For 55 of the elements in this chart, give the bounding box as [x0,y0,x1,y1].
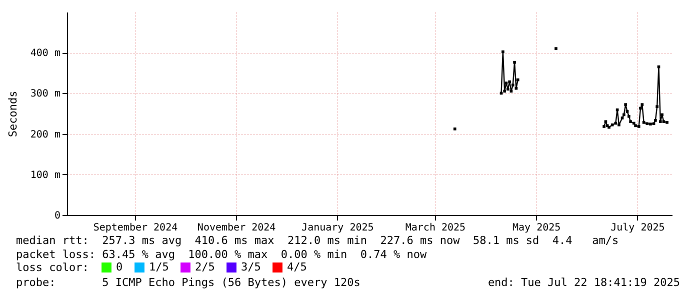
x-tick-label: January 2025 [302,222,374,234]
point [639,106,642,110]
point [554,47,558,50]
point [502,50,504,54]
x-tick-label: September 2024 [93,222,178,234]
point [660,113,664,116]
x-tick-label: May 2025 [512,222,561,234]
point [516,78,520,82]
point [604,120,608,124]
legend-label: 1/5 [149,260,169,274]
point [640,103,644,106]
point [637,125,640,128]
point [629,120,632,124]
y-tick-label: 400 m [30,48,60,60]
x-tick-label: July 2025 [610,222,665,234]
point [652,122,656,126]
point [632,122,636,125]
point [453,128,456,130]
point [614,122,618,125]
point [602,125,606,128]
point [634,124,637,128]
y-tick-label: 0 [54,210,60,222]
y-tick-label: 100 m [30,170,60,181]
point [513,60,516,64]
point [503,90,506,93]
x-tick-label: March 2025 [405,222,466,234]
point [506,88,510,91]
text: median rtt: 257.3 ms avg 410.6 ms max 212.0 ms min 227.6 ms now 58.1 ms sd 4.4 am/s [16,234,619,247]
point [646,122,649,126]
point [626,110,629,113]
legend-label: 4/5 [287,260,307,274]
y-tick-label: 200 m [30,129,60,140]
point [610,123,614,126]
point [504,82,508,84]
point [666,121,668,124]
point [620,116,624,120]
point [511,84,514,86]
point [508,80,511,84]
text: probe: 5 ICMP Echo Pings (56 Bytes) every 120s [16,276,360,289]
point [662,120,666,124]
legend-label: 2/5 [195,260,215,274]
point [622,113,626,116]
x-tick-label: November 2024 [197,222,276,234]
legend-title: loss color: [16,261,89,274]
point [618,123,620,126]
y-axis-title: Seconds [6,90,20,138]
text: packet loss: 63.45 % avg 100.00 % max 0.00 % min 0.74 % now [16,248,427,261]
legend-label: 3/5 [241,260,261,274]
y-tick-label: 300 m [30,88,60,100]
point [627,114,630,118]
legend-label: 0 [116,260,123,274]
point [616,108,619,112]
point [642,121,646,124]
text: end: Tue Jul 22 18:41:19 2025 [488,276,680,289]
point [658,120,662,124]
